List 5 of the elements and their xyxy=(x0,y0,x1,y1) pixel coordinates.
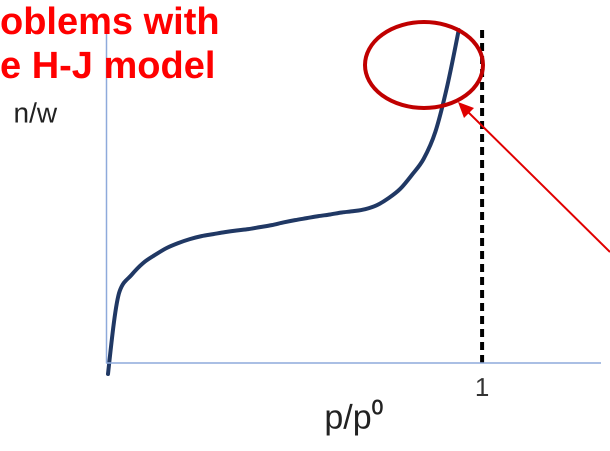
text: e H-J model xyxy=(0,45,216,87)
y-axis-title: n/w xyxy=(14,98,58,128)
annotation: 1 xyxy=(474,372,490,402)
x-axis-title: p/p⁰ xyxy=(324,398,384,436)
text: oblems with xyxy=(0,1,220,43)
